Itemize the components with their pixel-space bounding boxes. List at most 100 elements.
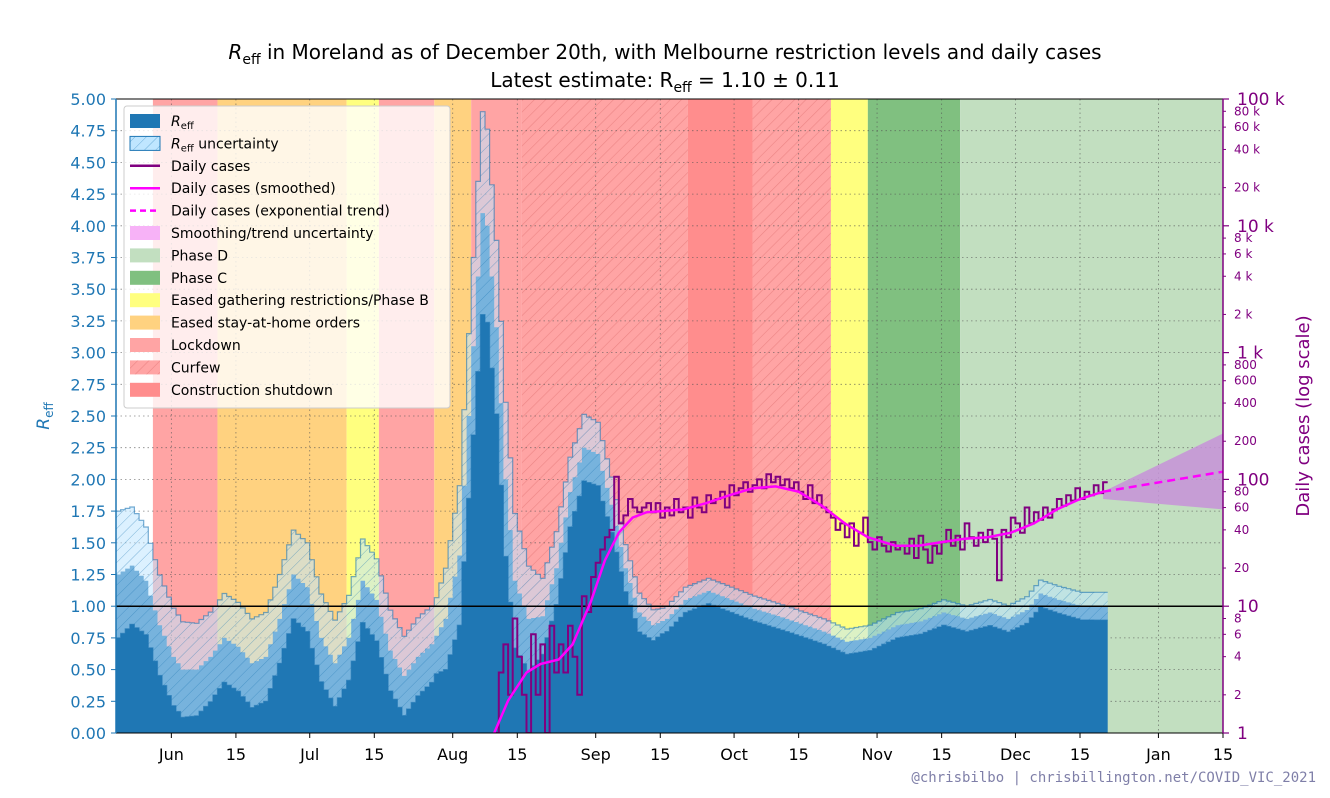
legend-label-main: Daily cases (171, 159, 250, 175)
legend-swatch-phase_c (130, 270, 160, 285)
legend-label-lockdown: Lockdown (171, 338, 241, 354)
daily-cases-trend-line (1102, 470, 1223, 493)
legend-label-trend_unc: Smoothing/trend uncertainty (171, 226, 374, 242)
legend-swatch-reff (130, 114, 160, 128)
y-tick-label: 0.75 (70, 629, 106, 648)
y-right-minor-label: 80 k (1234, 104, 1260, 118)
y-right-minor-label: 800 (1234, 358, 1257, 372)
y-right-axis-label: Daily cases (log scale) (1293, 315, 1314, 516)
title-symbol: R (228, 40, 243, 64)
legend-swatch-eased_gathering (130, 293, 160, 308)
y-tick-label: 2.25 (70, 439, 106, 458)
x-tick-label: Nov (861, 745, 892, 764)
legend-swatch-phase_d (130, 248, 160, 263)
y-tick-label: 5.00 (70, 90, 106, 109)
y-right-tick-label: 1 k (1237, 344, 1263, 364)
trend-uncertainty-band (1103, 433, 1223, 510)
cases-series (493, 433, 1223, 733)
y-right-minor-label: 6 k (1234, 247, 1252, 261)
legend-label-main: Eased gathering restrictions/Phase B (171, 293, 429, 309)
x-tick-label: 15 (650, 745, 670, 764)
y-tick-label: 2.00 (70, 470, 106, 489)
reff-uncertainty-upper (116, 111, 1108, 637)
credit-text: @chrisbilbo | chrisbillington.net/COVID_… (911, 770, 1316, 786)
x-tick-label: Jan (1145, 745, 1171, 764)
legend-box (123, 105, 451, 409)
y-tick-label: 0.00 (70, 724, 106, 743)
legend-label-main: Daily cases (smoothed) (171, 181, 336, 197)
daily-cases-smoothed-line (493, 485, 1104, 733)
y-right-minor-label: 8 (1234, 611, 1242, 625)
x-tick-label: Oct (720, 745, 748, 764)
legend-label-trend: Daily cases (exponential trend) (171, 204, 390, 220)
legend-label-main: Lockdown (171, 338, 241, 354)
y-tick-label: 3.50 (70, 280, 106, 299)
y-tick-label: 3.25 (70, 312, 106, 331)
y-right-minor-label: 20 (1234, 561, 1249, 575)
y-tick-label: 1.25 (70, 566, 106, 585)
subtitle-prefix: Latest estimate: R (490, 68, 674, 92)
y-tick-label: 1.75 (70, 502, 106, 521)
y-right-minor-label: 400 (1234, 396, 1257, 410)
y-right-minor-label: 60 (1234, 501, 1249, 515)
x-tick-label: 15 (364, 745, 384, 764)
legend-label-main: Smoothing/trend uncertainty (171, 226, 374, 242)
legend-label-main: R (171, 136, 181, 152)
legend-label-main: R (171, 114, 181, 130)
y-tick-label: 4.00 (70, 217, 106, 236)
y-right-minor-label: 4 k (1234, 269, 1252, 283)
legend-label-main: Phase C (171, 271, 227, 287)
subtitle-sub: eff (673, 80, 692, 96)
legend-label-main: Daily cases (exponential trend) (171, 204, 390, 220)
y-tick-label: 2.50 (70, 407, 106, 426)
subtitle-rest: = 1.10 ± 0.11 (691, 68, 840, 92)
y-tick-label: 4.50 (70, 153, 106, 172)
y-right-tick-label: 100 (1237, 470, 1269, 490)
x-tick-label: Dec (1000, 745, 1031, 764)
legend-label-construction: Construction shutdown (171, 383, 333, 399)
legend-label-main: Eased stay-at-home orders (171, 316, 360, 332)
legend-label-sub: eff (181, 143, 195, 154)
legend-label-eased_stay_home: Eased stay-at-home orders (171, 316, 360, 332)
reff-series (116, 111, 1223, 733)
y-axis-label-sub: eff (42, 402, 56, 418)
legend-swatch-reff-unc-hatch (130, 136, 160, 151)
y-tick-label: 2.75 (70, 375, 106, 394)
y-right-minor-label: 40 (1234, 523, 1249, 537)
y-tick-label: 0.25 (70, 692, 106, 711)
legend-label-phase_c: Phase C (171, 271, 227, 287)
legend-label-main: Phase D (171, 248, 228, 264)
chart-title: Reff in Moreland as of December 20th, wi… (0, 40, 1330, 68)
y-tick-label: 1.50 (70, 534, 106, 553)
axes: 0.00 0.25 0.50 0.75 1.00 1.25 1.50 1.75 2.00 2.25… (34, 90, 1314, 764)
y-right-minor-label: 2 (1234, 688, 1242, 702)
legend-swatch-trend_unc (130, 226, 160, 240)
x-tick-label: 15 (507, 745, 527, 764)
y-tick-label: 4.75 (70, 122, 106, 141)
reff-uncertainty-hatch (116, 111, 1108, 718)
x-tick-label: Sep (581, 745, 611, 764)
y-right-tick-label: 100 k (1237, 90, 1285, 110)
x-tick-label: Jun (158, 745, 184, 764)
y-axis-label: Reff (34, 402, 56, 430)
legend-label-rest: uncertainty (194, 136, 279, 152)
legend-swatch-construction (130, 382, 160, 397)
y-right-minor-label: 2 k (1234, 307, 1252, 321)
legend-swatch-lockdown (130, 338, 160, 352)
y-tick-label: 3.75 (70, 249, 106, 268)
legend-label-smoothed: Daily cases (smoothed) (171, 181, 336, 197)
y-right-minor-label: 80 (1234, 485, 1249, 499)
y-right-minor-label: 6 (1234, 627, 1242, 641)
x-tick-label: 15 (226, 745, 246, 764)
legend-swatch-curfew-hatch (130, 360, 160, 375)
y-right-tick-label: 1 (1237, 724, 1248, 744)
chart-subtitle: Latest estimate: Reff = 1.10 ± 0.11 (0, 68, 1330, 96)
legend-label-reff: Reff (171, 114, 195, 132)
legend-label-main: Curfew (171, 360, 220, 376)
y-tick-label: 0.50 (70, 661, 106, 680)
legend-label-phase_d: Phase D (171, 248, 228, 264)
x-tick-label: 15 (1213, 745, 1233, 764)
legend-label-reff_unc: Reff uncertainty (171, 136, 279, 154)
